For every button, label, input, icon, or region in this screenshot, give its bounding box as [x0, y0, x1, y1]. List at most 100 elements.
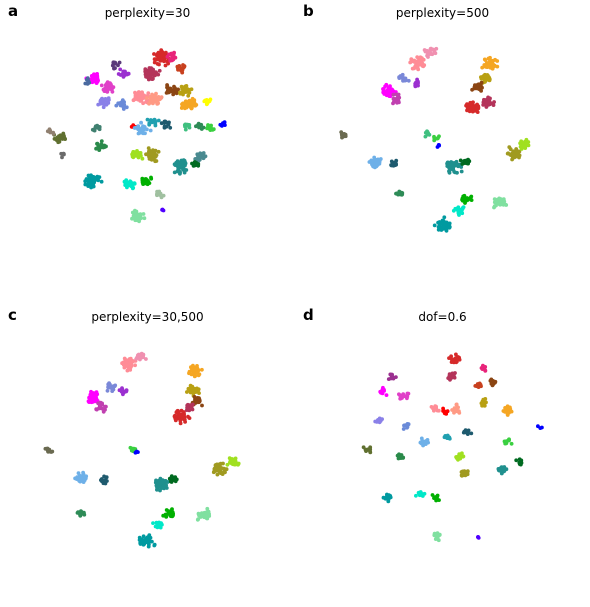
scatter-point [82, 512, 87, 517]
scatter-point [199, 127, 204, 131]
scatter-point [158, 480, 163, 485]
scatter-point [164, 483, 169, 488]
scatter-point [374, 158, 379, 163]
scatter-point [387, 86, 392, 91]
scatter-point [143, 69, 148, 73]
scatter-point [483, 365, 488, 369]
scatter-point [168, 125, 173, 130]
scatter-point [465, 432, 470, 436]
scatter-point [99, 83, 104, 88]
scatter-point [483, 74, 487, 79]
scatter-point [106, 96, 111, 100]
scatter-point [485, 77, 490, 81]
scatter-point [118, 73, 123, 77]
scatter-point [459, 169, 464, 174]
scatter-point [454, 359, 459, 364]
scatter-point [384, 393, 389, 397]
scatter-point [138, 128, 142, 132]
scatter-point [81, 470, 85, 475]
scatter-point [460, 453, 464, 458]
scatter-point [384, 495, 389, 499]
scatter-point [436, 220, 440, 225]
scatter-point [170, 51, 174, 56]
scatter-point [103, 89, 108, 93]
scatter-point [484, 105, 489, 109]
scatter-point [181, 158, 186, 163]
scatter-point [393, 160, 398, 165]
scatter-point [169, 88, 173, 93]
scatter-point [163, 63, 168, 68]
scatter-point [450, 371, 455, 376]
scatter-point [418, 58, 423, 63]
scatter-point [479, 89, 483, 93]
scatter-point [447, 170, 452, 175]
scatter-point [208, 127, 212, 132]
panel-c: c perplexity=30,500 [0, 304, 295, 607]
scatter-point [60, 137, 65, 141]
scatter-point [401, 456, 405, 460]
scatter-point [454, 406, 458, 410]
scatter-point [415, 59, 420, 64]
scatter-point [174, 417, 178, 422]
scatter-point [94, 392, 99, 396]
scatter-point [97, 402, 102, 407]
scatter-point [487, 102, 492, 106]
scatter-point [154, 153, 158, 158]
scatter-point [368, 449, 372, 454]
scatter-point [482, 63, 487, 67]
scatter-point [136, 450, 140, 454]
scatter-point [152, 543, 157, 548]
scatter-point [389, 372, 394, 377]
scatter-point [422, 491, 427, 496]
scatter-point [406, 78, 411, 83]
scatter-point [113, 60, 118, 65]
scatter-point [479, 76, 484, 81]
scatter-point [176, 410, 181, 415]
scatter-point [443, 410, 448, 414]
scatter-point [373, 165, 377, 170]
scatter-point [195, 364, 199, 368]
scatter-point [518, 141, 522, 146]
scatter-point [507, 437, 511, 442]
scatter-point [389, 163, 394, 168]
scatter-point [178, 413, 183, 418]
scatter-point [203, 98, 208, 103]
scatter-point [186, 93, 191, 98]
scatter-point [193, 157, 198, 161]
scatter-point [92, 128, 97, 133]
scatter-point [490, 63, 495, 67]
scatter-point [220, 123, 224, 127]
scatter-point [119, 100, 124, 105]
scatter-point [95, 141, 99, 146]
scatter-point [147, 542, 151, 547]
scatter-point [105, 388, 110, 393]
scatter-point [508, 147, 513, 152]
scatter-point [102, 474, 106, 479]
scatter-point [85, 179, 90, 184]
scatter-point [132, 126, 137, 130]
scatter-point [186, 386, 191, 391]
scatter-point [399, 191, 403, 196]
scatter-point [463, 158, 468, 163]
scatter-point [177, 168, 181, 173]
panel-title: dof=0.6 [418, 310, 467, 324]
scatter-point [184, 84, 189, 88]
scatter-point [195, 163, 199, 168]
scatter-point [165, 121, 170, 125]
scatter-point [51, 130, 56, 135]
scatter-point [160, 50, 164, 55]
scatter-point [386, 377, 391, 381]
scatter-point [162, 124, 167, 129]
scatter-point [474, 107, 479, 111]
scatter-point [135, 149, 139, 153]
scatter-point [460, 197, 464, 202]
scatter-point [45, 446, 49, 451]
scatter-point [134, 95, 138, 100]
scatter-point [480, 65, 485, 70]
scatter-point [460, 162, 465, 166]
scatter-point [501, 197, 506, 202]
scatter-point [83, 476, 88, 481]
scatter-point [122, 71, 126, 76]
scatter-point [178, 91, 183, 96]
scatter-point [159, 121, 164, 126]
